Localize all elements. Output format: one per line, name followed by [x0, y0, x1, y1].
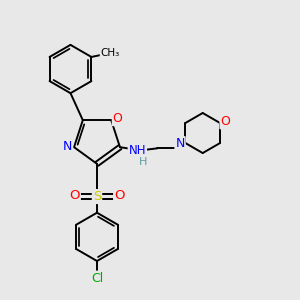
Text: N: N: [176, 137, 185, 150]
Text: H: H: [138, 157, 147, 167]
Text: O: O: [113, 112, 123, 125]
Text: CH₃: CH₃: [100, 48, 120, 59]
Text: O: O: [114, 189, 124, 202]
Text: N: N: [63, 140, 72, 153]
Text: S: S: [93, 190, 101, 203]
Text: O: O: [69, 189, 80, 202]
Text: NH: NH: [129, 144, 146, 157]
Text: Cl: Cl: [91, 272, 103, 285]
Text: O: O: [220, 115, 230, 128]
